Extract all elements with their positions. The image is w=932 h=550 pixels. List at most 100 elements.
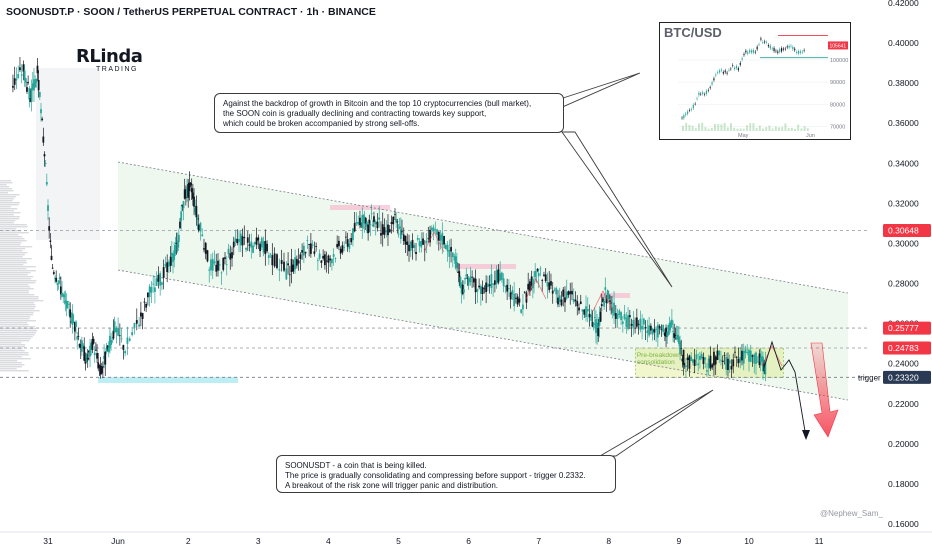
candle-body (592, 323, 595, 326)
candle-body (373, 216, 375, 223)
candle-body (693, 359, 696, 366)
candle-body (387, 224, 389, 236)
candle-body (432, 227, 435, 232)
volume-profile-bar (0, 252, 28, 254)
candle-body (348, 243, 351, 249)
candle-body (723, 354, 726, 356)
candle-body (339, 248, 342, 254)
candle-body (62, 294, 65, 295)
candle-body (280, 260, 283, 264)
candle-body (169, 256, 172, 266)
candle-body (306, 240, 309, 241)
volume-profile-bar (0, 318, 30, 320)
candle-body (585, 306, 587, 318)
inset-candle-body (749, 50, 751, 53)
volume-profile-bar (0, 190, 14, 192)
candle-body (329, 258, 332, 261)
volume-profile-bar (0, 242, 22, 244)
candle-body (534, 270, 537, 277)
inset-candle-body (730, 68, 732, 70)
candle-body (399, 229, 402, 239)
inset-candle-body (788, 46, 790, 48)
candle-body (193, 196, 195, 207)
candle-body (529, 281, 531, 292)
candle-body (267, 255, 270, 258)
candle-body (709, 355, 712, 369)
candle-body (466, 277, 469, 279)
inset-candle-body (688, 110, 691, 111)
inset-candle-body (790, 45, 792, 47)
candle-body (669, 321, 672, 328)
volume-profile-bar (0, 368, 17, 370)
candle-body (451, 252, 454, 258)
breakdown-arrow (810, 342, 839, 438)
inset-volume-bar (682, 125, 684, 131)
inset-candle-body (803, 50, 805, 51)
inset-volume-bar (784, 123, 787, 131)
candle-body (77, 336, 80, 337)
candle-body (65, 300, 68, 309)
candle-body (616, 313, 619, 320)
inset-volume-bar (707, 128, 710, 131)
candle-body (155, 278, 158, 286)
volume-profile-bar (0, 240, 27, 242)
volume-profile-bar (0, 208, 18, 210)
candle-body (688, 355, 691, 369)
y-tick-label: 0.38000 (888, 78, 919, 88)
zone-label: consolidation (637, 359, 675, 366)
candle-body (13, 78, 16, 85)
candle-body (120, 338, 123, 340)
volume-profile-bar (0, 288, 34, 290)
candle-body (513, 293, 516, 307)
candle-body (551, 290, 554, 294)
y-axis-panel (882, 0, 932, 550)
inset-candle-body (752, 50, 754, 53)
inset-candle-body (713, 78, 715, 81)
candle-body (93, 352, 96, 356)
volume-profile-bar (0, 228, 17, 230)
candle-body (481, 287, 484, 294)
note-line: which could be broken accompanied by str… (223, 119, 420, 128)
candle-body (183, 189, 186, 199)
channel-fill (118, 162, 848, 400)
candle-body (718, 350, 721, 356)
candle-body (699, 356, 701, 360)
candle-body (40, 109, 42, 114)
candle-body (76, 336, 79, 340)
candle-body (536, 268, 539, 271)
candle-body (30, 87, 33, 102)
candle-body (727, 358, 729, 371)
inset-volume-bar (749, 123, 752, 131)
candle-body (92, 338, 95, 344)
candle-body (368, 219, 371, 224)
volume-profile-bar (0, 260, 27, 262)
inset-volume-bar (797, 124, 800, 131)
candle-body (287, 263, 289, 266)
candle-body (54, 277, 56, 279)
candle-body (516, 296, 519, 305)
price-level-badge (883, 341, 931, 355)
candle-body (493, 280, 496, 285)
candle-body (746, 352, 749, 353)
candle-body (341, 245, 344, 253)
candle-body (325, 260, 328, 262)
candle-body (44, 163, 47, 164)
candle-body (43, 154, 46, 157)
candle-body (506, 284, 509, 292)
candle-body (721, 360, 724, 362)
candle-body (353, 223, 356, 232)
author-watermark: @Nephew_Sam_ (820, 509, 883, 518)
candle-body (457, 272, 459, 274)
inset-candle-body (775, 50, 777, 52)
volume-profile-bar (0, 356, 22, 358)
price-level-label: 0.25777 (888, 323, 919, 333)
inset-volume-bar (781, 126, 784, 131)
candle-body (290, 259, 293, 273)
volume-profile-bar (0, 360, 18, 362)
volume-profile-bar (0, 254, 25, 256)
volume-profile-bar (0, 324, 29, 326)
candle-body (23, 70, 26, 81)
candle-body (106, 345, 109, 349)
inset-candle-body (779, 49, 781, 52)
